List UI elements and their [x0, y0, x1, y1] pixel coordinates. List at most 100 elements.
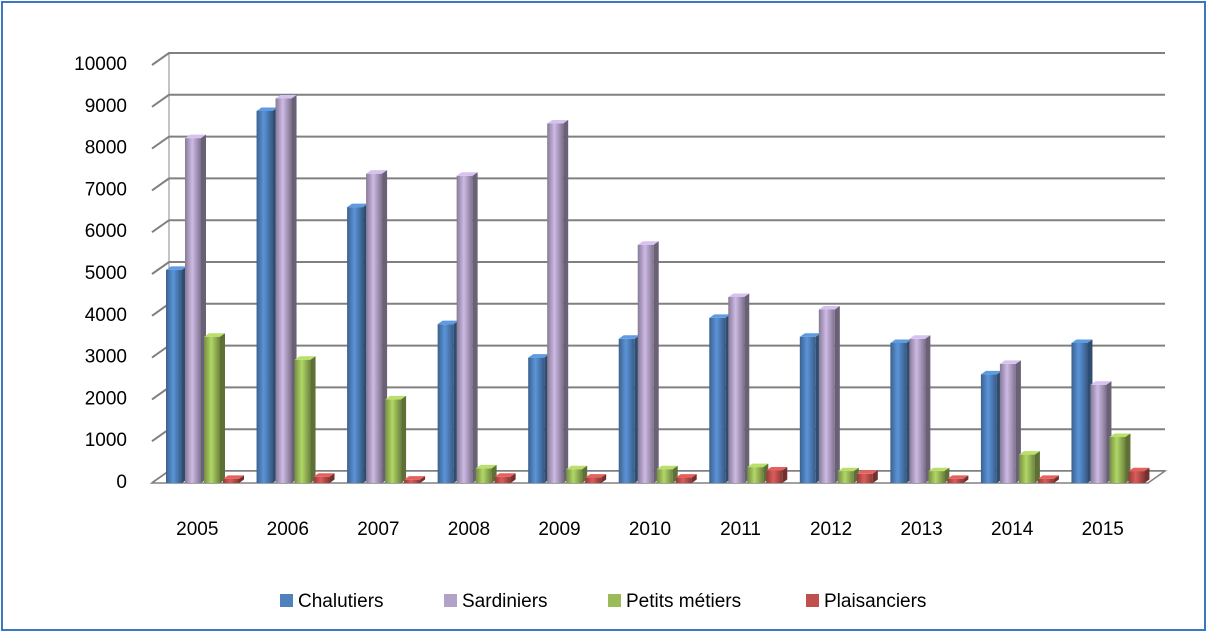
bar — [999, 360, 1021, 483]
bar — [818, 306, 840, 483]
bar-top — [366, 170, 388, 174]
bar-front — [656, 469, 673, 483]
bar — [909, 335, 931, 483]
bar-top — [656, 465, 678, 470]
bar-top — [1109, 433, 1131, 438]
bar-side — [401, 395, 407, 483]
bar-side — [329, 473, 335, 483]
bar-top — [928, 467, 950, 472]
bar-front — [404, 479, 421, 483]
bar-front — [837, 471, 854, 483]
bar-top — [166, 266, 187, 270]
bar-top — [709, 314, 731, 318]
x-tick-label: 2014 — [991, 519, 1034, 540]
bar-front — [347, 207, 364, 483]
bar-side — [872, 470, 878, 483]
bar — [675, 474, 697, 483]
bar-front — [928, 471, 945, 483]
x-tick-label: 2015 — [1082, 519, 1124, 540]
bar-top — [1018, 451, 1040, 455]
bar — [185, 134, 206, 483]
bar-front — [818, 309, 835, 483]
bar-front — [494, 476, 511, 483]
legend-swatch — [280, 594, 293, 607]
legend-label: Sardiniers — [462, 591, 548, 612]
bar-top — [837, 467, 859, 472]
grid-line — [151, 93, 1165, 108]
bar-side — [1144, 467, 1150, 483]
bar-front — [204, 336, 220, 483]
bar-front — [890, 342, 907, 483]
bar-front — [799, 336, 816, 483]
bar-top — [313, 473, 335, 477]
legend-label: Chalutiers — [298, 591, 384, 612]
x-tick-label: 2009 — [538, 519, 580, 540]
bar-top — [547, 120, 569, 124]
grid-line — [151, 219, 1165, 234]
bar — [1109, 433, 1131, 483]
bar-top — [747, 463, 769, 468]
bar-top — [947, 475, 969, 479]
bar-side — [510, 473, 516, 483]
legend-label: Plaisanciers — [824, 591, 926, 612]
bar-top — [890, 339, 912, 343]
bar — [204, 333, 225, 483]
bar-side — [1034, 451, 1040, 483]
y-tick-label: 6000 — [85, 221, 127, 242]
bar — [709, 314, 731, 483]
bar-top — [347, 203, 369, 208]
bar-top — [223, 475, 244, 479]
bar — [275, 94, 297, 483]
bar-front — [456, 175, 473, 483]
bar-front — [166, 269, 182, 483]
grid-line — [151, 177, 1165, 192]
bar-top — [1128, 467, 1150, 472]
bar — [947, 475, 969, 483]
bar — [166, 266, 187, 483]
bar — [494, 473, 516, 483]
bar — [1071, 339, 1093, 483]
bar-front — [1071, 342, 1088, 483]
bar-front — [709, 317, 726, 483]
bar-side — [601, 474, 607, 483]
bar-top — [1037, 475, 1059, 479]
x-tick-label: 2008 — [448, 519, 490, 540]
bar — [223, 475, 244, 483]
bar-top — [404, 476, 426, 480]
bar-side — [239, 475, 244, 483]
bar-front — [766, 470, 783, 483]
bar — [747, 463, 769, 483]
bar — [385, 395, 407, 483]
bar-side — [963, 475, 969, 483]
bar-side — [653, 241, 659, 483]
bar-top — [909, 335, 931, 339]
bar-front — [528, 357, 545, 483]
bar-front — [385, 399, 402, 483]
bar-top — [437, 320, 459, 325]
bar-top — [204, 333, 225, 337]
bar-top — [818, 306, 840, 310]
x-tick-label: 2011 — [720, 519, 761, 540]
bar — [294, 356, 316, 483]
bar-top — [494, 473, 516, 477]
bar-top — [728, 293, 750, 297]
bar-front — [947, 478, 964, 483]
bar-side — [782, 466, 788, 483]
bar-front — [585, 477, 602, 483]
bar — [456, 172, 478, 483]
bar-side — [1125, 433, 1131, 483]
bar — [837, 467, 859, 483]
bar — [856, 470, 878, 483]
bar-front — [747, 467, 764, 483]
bar-top — [618, 335, 640, 339]
bar-top — [799, 333, 821, 337]
bar — [475, 464, 497, 483]
bar — [1090, 381, 1112, 483]
bar-top — [566, 465, 588, 470]
bar-front — [675, 477, 692, 483]
bar — [313, 473, 335, 483]
bar — [766, 466, 788, 483]
bar — [928, 467, 950, 483]
bar-front — [185, 138, 201, 483]
y-tick-label: 8000 — [85, 138, 127, 159]
